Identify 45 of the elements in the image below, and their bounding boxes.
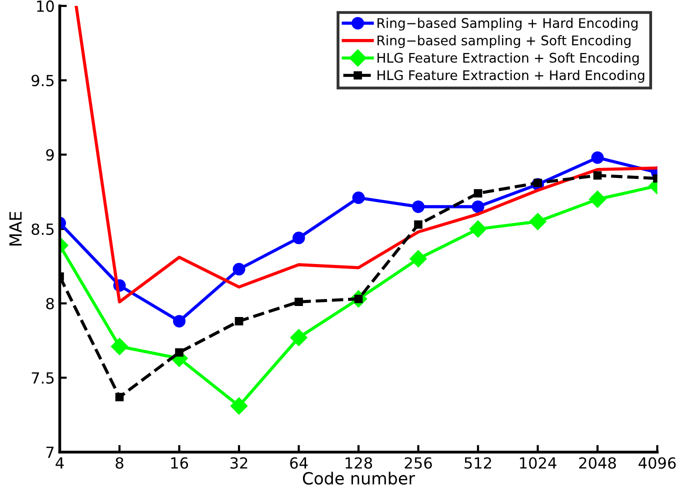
point [352, 192, 365, 204]
point [294, 298, 303, 306]
point [115, 392, 124, 402]
legend-label: Ring−based sampling + Soft Encoding [378, 35, 630, 48]
point [412, 200, 425, 213]
y-tick-label: 8.5 [32, 223, 54, 236]
x-tick-label: 2048 [579, 457, 616, 469]
y-tick-label: 7.5 [32, 372, 54, 384]
x-tick-label: 1024 [520, 457, 556, 469]
legend-label: HLG Feature Extraction + Hard Encoding [378, 70, 644, 83]
x-tick-label: 8 [116, 457, 124, 469]
point [292, 232, 306, 244]
x-tick-label: 512 [464, 457, 492, 469]
point [290, 329, 308, 346]
point [410, 250, 427, 268]
legend-label: Ring−based Sampling + Hard Encoding [378, 18, 638, 31]
x-tick-label: 256 [404, 457, 432, 469]
y-tick-label: 9 [46, 149, 54, 161]
point [474, 189, 482, 198]
point [588, 190, 606, 208]
x-axis-title: Code number [302, 472, 416, 485]
x-tick-label: 32 [230, 457, 248, 469]
y-tick-label: 9.5 [32, 74, 54, 86]
y-axis-title: MAE [9, 212, 22, 246]
point [529, 213, 546, 230]
x-tick-label: 64 [290, 457, 308, 469]
point [173, 314, 186, 328]
x-tick-label: 16 [171, 457, 188, 469]
x-tick-label: 128 [346, 457, 372, 469]
point [175, 348, 184, 357]
y-tick-label: 10 [37, 0, 54, 12]
point [110, 338, 128, 356]
legend-label: HLG Feature Extraction + Soft Encoding [378, 52, 639, 66]
point [472, 200, 484, 213]
y-tick-label: 7 [46, 446, 54, 458]
y-tick-label: 8 [46, 298, 54, 310]
point [414, 220, 422, 229]
x-tick-label: 4 [56, 457, 64, 469]
point [593, 171, 602, 180]
point [469, 220, 487, 238]
point [232, 262, 246, 276]
point [591, 151, 604, 164]
point [234, 317, 244, 326]
point [230, 397, 248, 415]
x-tick-label: 4096 [638, 457, 676, 469]
